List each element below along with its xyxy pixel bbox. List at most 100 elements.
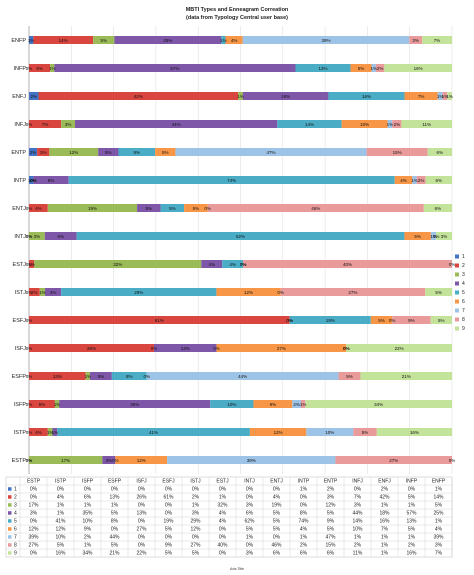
segment-data-label: 2% (293, 402, 300, 407)
segment-data-label: 9% (408, 318, 415, 323)
table-cell: 1% (381, 551, 389, 557)
legend-swatch (455, 263, 459, 268)
bar-segment (338, 372, 361, 380)
segment-data-label: 1% (28, 38, 35, 43)
bar-segment (371, 64, 376, 72)
bar-segment (111, 372, 147, 380)
segment-data-label: 1% (28, 178, 35, 183)
segment-data-label: 2% (31, 290, 38, 295)
legend-swatch (455, 281, 459, 286)
bar-segment (114, 36, 222, 44)
table-cell: 9% (84, 527, 92, 533)
bar-segment (90, 372, 112, 380)
segment-data-label: 1% (47, 430, 54, 435)
category-label: ESTP (12, 458, 27, 464)
table-cell: 0% (57, 487, 65, 493)
table-cell: 74% (298, 519, 309, 525)
table-cell: 5% (408, 495, 416, 501)
segment-data-label: 13% (318, 66, 327, 71)
segment-data-label: 61% (155, 318, 164, 323)
bar-segment (249, 428, 307, 436)
table-row-name: 5 (14, 519, 17, 525)
table-cell: 0% (300, 503, 308, 509)
table-cell: 12% (190, 527, 201, 533)
segment-data-label: 74% (227, 178, 236, 183)
category-label: INTJ (14, 234, 26, 240)
segment-data-label: 6% (39, 402, 46, 407)
table-cell: 17% (28, 503, 39, 509)
table-row-swatch (8, 519, 12, 523)
segment-data-label: 5% (362, 430, 369, 435)
legend-label: 6 (462, 299, 465, 305)
table-row-swatch (8, 527, 12, 531)
table-cell: 9% (327, 519, 335, 525)
table-cell: 2% (408, 543, 416, 549)
bar-segment (33, 36, 94, 44)
segment-data-label: 25% (163, 38, 172, 43)
bar-segment (422, 36, 452, 44)
bar-segment (29, 92, 39, 100)
table-cell: 5% (273, 527, 281, 533)
table-cell: 0% (219, 487, 227, 493)
table-cell: 0% (219, 535, 227, 541)
table-cell: 13% (109, 495, 120, 501)
table-cell: 10% (352, 527, 363, 533)
table-cell: 5% (327, 527, 335, 533)
segment-data-label: 0% (26, 374, 33, 379)
bar-segment (346, 344, 452, 352)
table-column-header: INTP (298, 479, 310, 485)
bar-segment (360, 372, 452, 380)
segment-data-label: 0% (26, 290, 33, 295)
table-cell: 0% (354, 487, 362, 493)
bar-segment (29, 260, 35, 268)
table-column-header: ENTJ (270, 479, 283, 485)
table-cell: 12% (28, 527, 39, 533)
segment-data-label: 5% (358, 66, 365, 71)
bar-segment (29, 400, 55, 408)
segment-data-label: 2% (394, 122, 401, 127)
segment-data-label: 5% (346, 374, 353, 379)
category-label: ENFJ (12, 94, 26, 100)
table-cell: 0% (246, 543, 254, 549)
legend-swatch (455, 299, 459, 304)
table-cell: 13% (406, 519, 417, 525)
segment-data-label: 34% (374, 402, 383, 407)
table-row-name: 2 (14, 495, 17, 501)
table-cell: 27% (28, 543, 39, 549)
table-cell: 32% (217, 503, 228, 509)
segment-data-label: 4% (231, 38, 238, 43)
table-row-swatch (8, 543, 12, 547)
segment-data-label: 1% (39, 290, 46, 295)
table-column-header: ISFJ (136, 479, 147, 485)
table-row-swatch (8, 511, 12, 515)
segment-data-label: 62% (236, 234, 245, 239)
bar-segment (370, 316, 393, 324)
legend-label: 3 (462, 272, 465, 278)
table-cell: 2% (192, 495, 200, 501)
bar-segment (430, 232, 437, 240)
table-cell: 5% (165, 551, 173, 557)
bar-segment (376, 428, 452, 436)
segment-data-label: 5% (105, 150, 112, 155)
table-row-swatch (8, 487, 12, 491)
segment-data-label: 5% (101, 38, 108, 43)
table-cell: 1% (300, 535, 308, 541)
segment-data-label: 2% (418, 178, 425, 183)
table-cell: 1% (84, 503, 92, 509)
category-label: ESTJ (13, 262, 27, 268)
table-cell: 0% (165, 511, 173, 517)
table-cell: 9% (165, 543, 173, 549)
segment-data-label: 7% (434, 38, 441, 43)
segment-data-label: 1% (54, 402, 61, 407)
bar-segment (102, 456, 116, 464)
bar-segment (155, 148, 176, 156)
table-cell: 0% (192, 535, 200, 541)
segment-data-label: 0% (449, 458, 456, 463)
table-cell: 1% (435, 487, 443, 493)
segment-data-label: 35% (130, 402, 139, 407)
segment-data-label: 5% (193, 206, 200, 211)
bar-segment (54, 400, 60, 408)
segment-data-label: 0% (26, 122, 33, 127)
table-cell: 0% (30, 495, 38, 501)
